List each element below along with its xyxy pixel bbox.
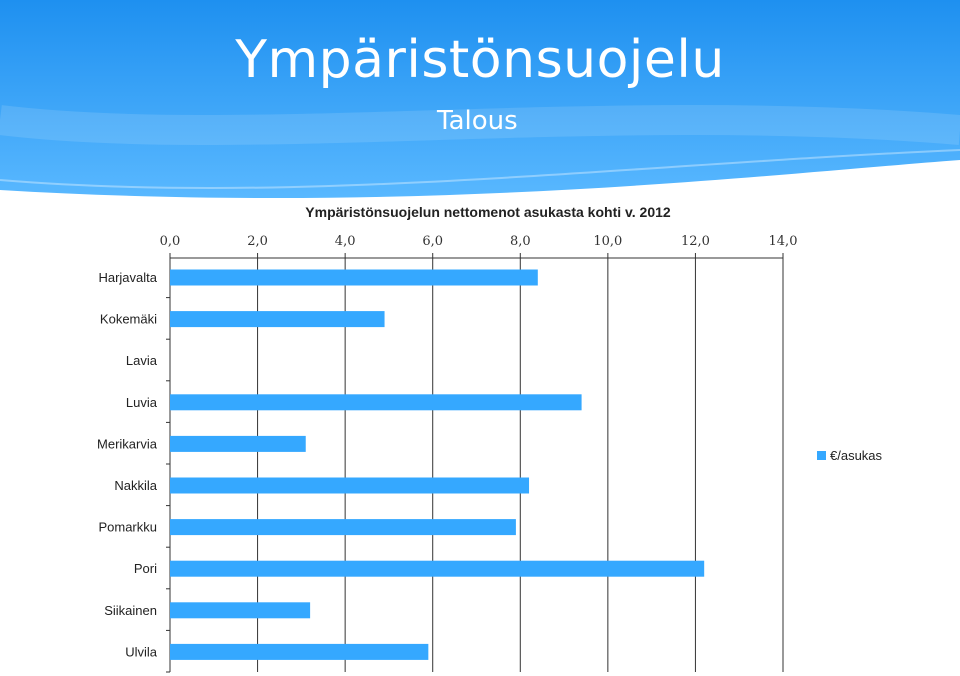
bar <box>170 560 705 577</box>
category-label: Kokemäki <box>100 312 157 327</box>
x-tick-label: 6,0 <box>422 234 443 249</box>
x-tick-label: 8,0 <box>510 234 531 249</box>
x-tick-label: 14,0 <box>769 234 798 249</box>
category-label: Lavia <box>126 353 158 368</box>
legend-swatch <box>817 451 826 460</box>
bar <box>170 519 516 536</box>
category-label: Luvia <box>126 395 158 410</box>
header-banner <box>0 0 960 199</box>
slide-subtitle: Talous <box>437 106 518 136</box>
x-tick-label: 0,0 <box>160 234 181 249</box>
bar <box>170 643 429 660</box>
bar <box>170 394 582 411</box>
category-label: Pomarkku <box>98 520 157 535</box>
legend: €/asukas <box>817 448 883 463</box>
x-tick-label: 2,0 <box>247 234 268 249</box>
x-tick-label: 10,0 <box>593 234 622 249</box>
bar <box>170 435 306 452</box>
chart-title: Ympäristönsuojelun nettomenot asukasta k… <box>305 204 671 220</box>
y-axis-categories: Harjavalta Kokemäki Lavia Luvia Merikarvia Na… <box>97 270 158 659</box>
bar <box>170 311 385 328</box>
category-label: Nakkila <box>114 478 157 493</box>
x-axis-ticks: 0,0 2,0 4,0 6,0 8,0 10,0 12,0 14,0 <box>160 234 798 249</box>
x-tick-label: 12,0 <box>681 234 710 249</box>
bar <box>170 602 311 619</box>
slide-title: Ympäristönsuojelu <box>235 30 725 90</box>
category-label: Pori <box>134 561 157 576</box>
bars <box>170 269 705 660</box>
bar <box>170 477 530 494</box>
category-label: Merikarvia <box>97 436 158 451</box>
category-label: Siikainen <box>104 603 157 618</box>
bar <box>170 269 538 286</box>
category-label: Ulvila <box>125 644 158 659</box>
legend-label: €/asukas <box>830 448 883 463</box>
x-tick-label: 4,0 <box>335 234 356 249</box>
category-label: Harjavalta <box>98 270 157 285</box>
